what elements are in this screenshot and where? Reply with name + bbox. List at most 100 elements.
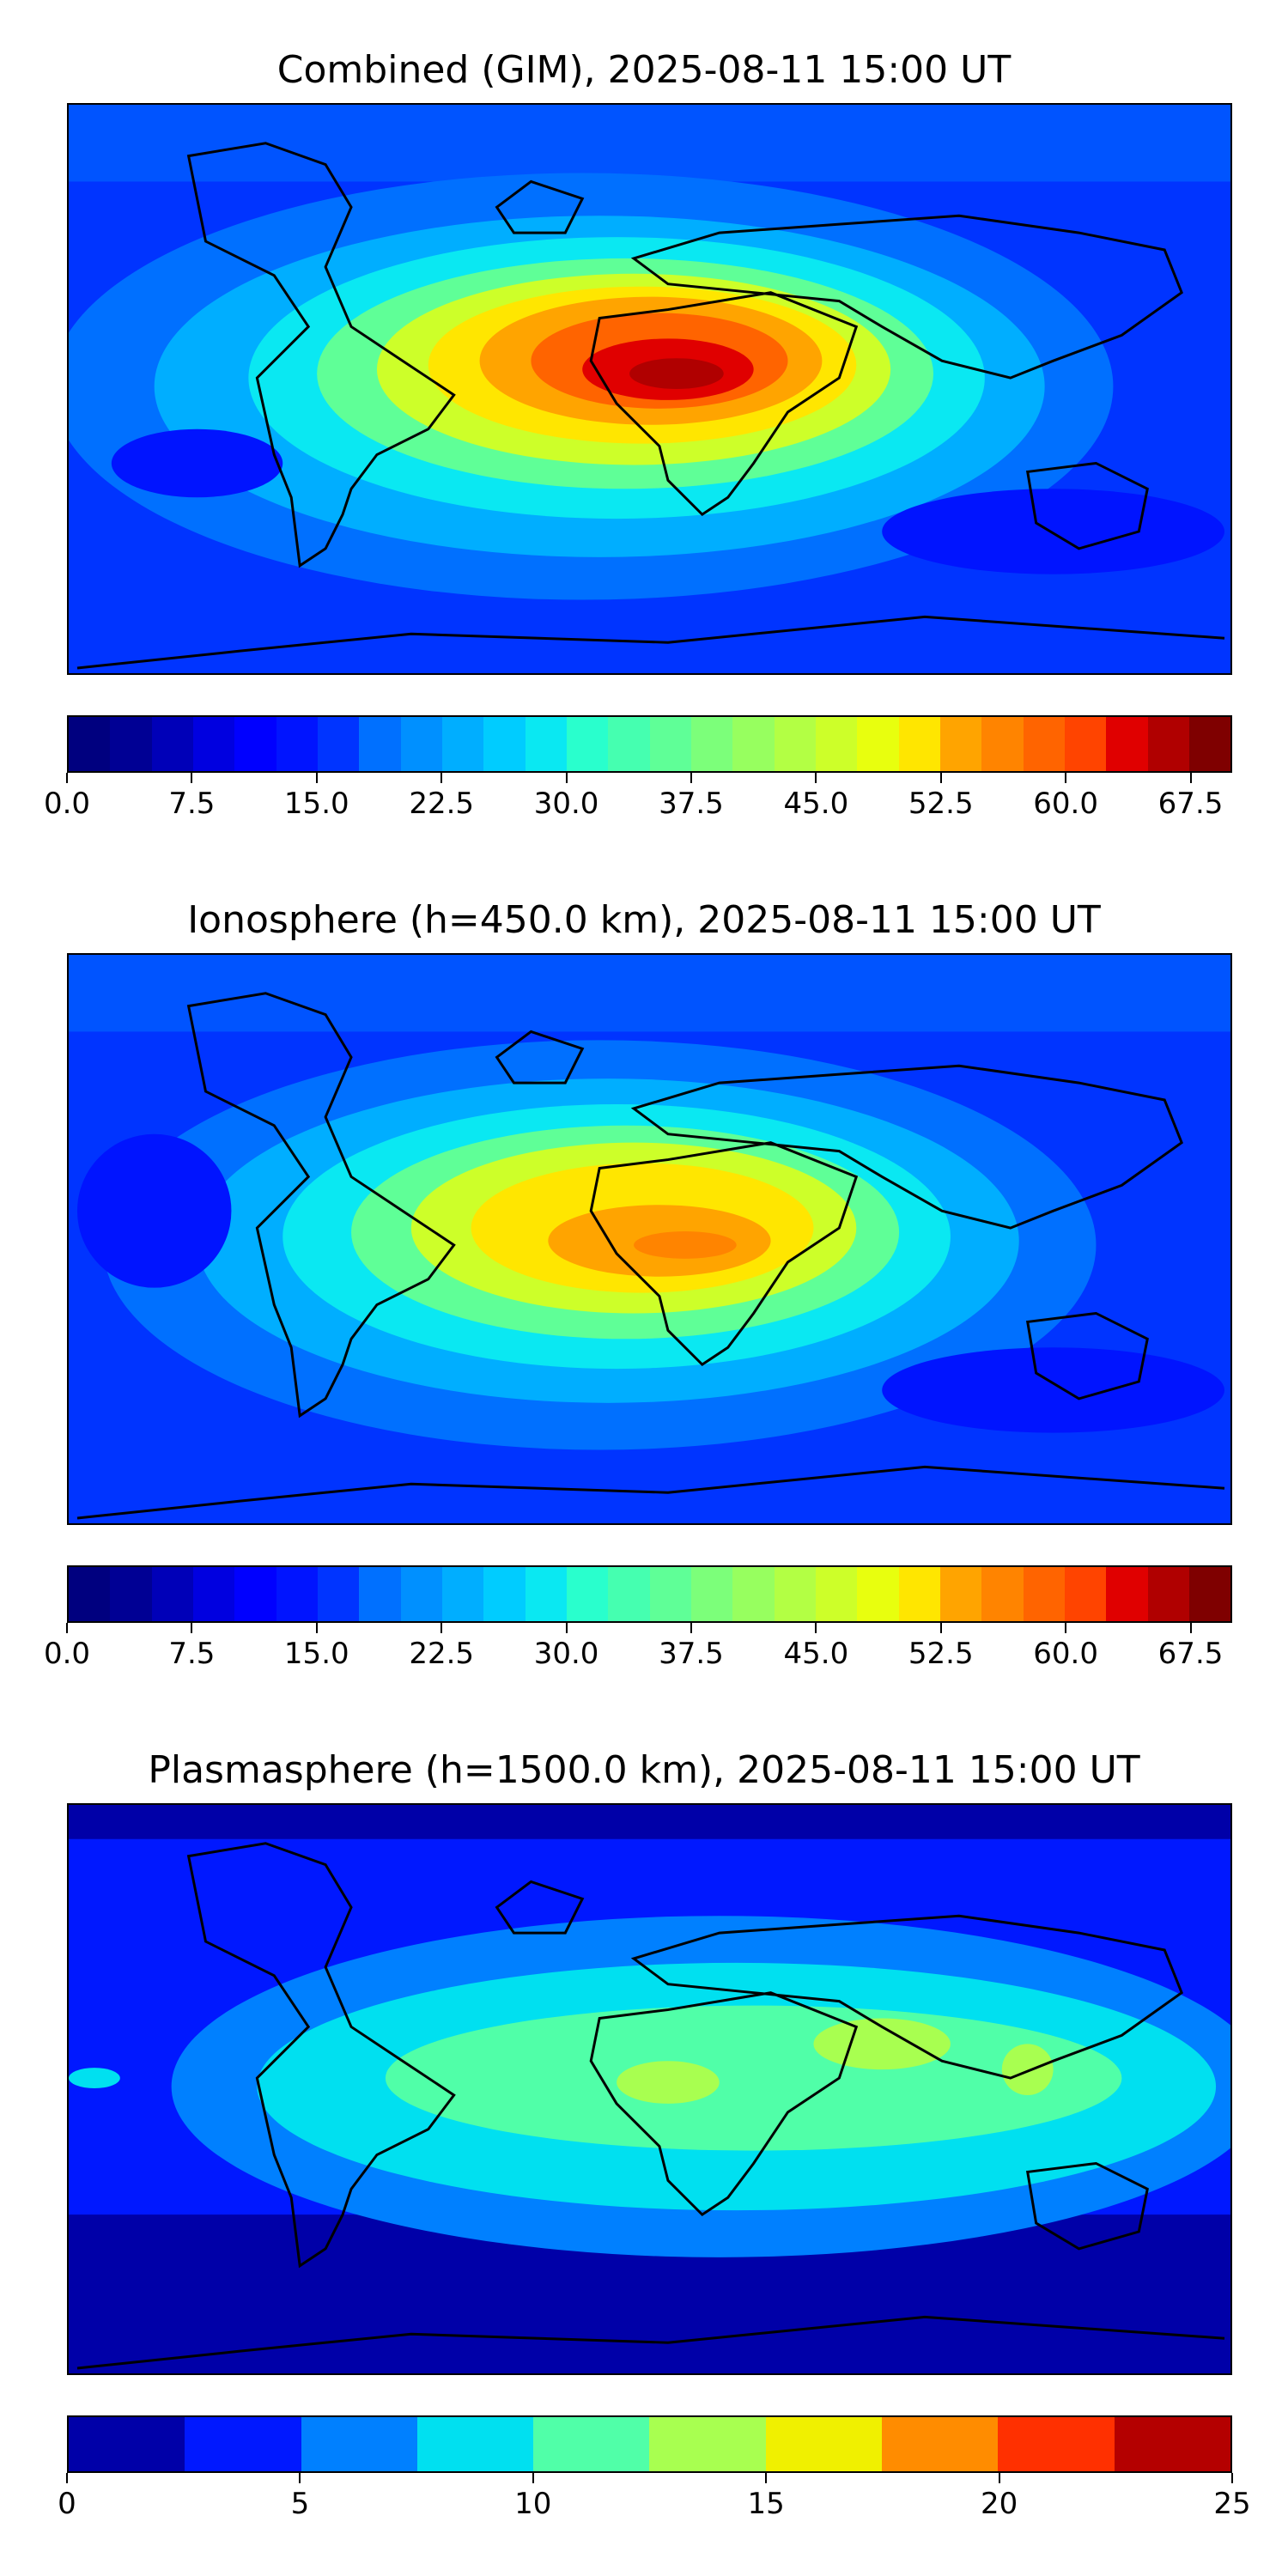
colorbar-tick (998, 2473, 1000, 2483)
colorbar-segment (1023, 1567, 1065, 1621)
colorbar-tick-label: 20 (980, 2487, 1018, 2521)
colorbar-segment (765, 2417, 883, 2471)
colorbar-tick-label: 15 (747, 2487, 785, 2521)
colorbar-segment (1188, 717, 1231, 771)
colorbar-segment (649, 717, 691, 771)
colorbar-segment (998, 2417, 1115, 2471)
colorbar-tick-label: 30.0 (533, 787, 599, 821)
colorbar-tick-label: 30.0 (533, 1637, 599, 1671)
colorbar-segment (981, 1567, 1024, 1621)
colorbar-tick-label: 7.5 (168, 787, 216, 821)
colorbar-tick (939, 773, 942, 783)
colorbar-segment (649, 1567, 691, 1621)
colorbar-tick-label: 22.5 (409, 787, 475, 821)
colorbar-tick-label: 0.0 (43, 787, 91, 821)
colorbar-segment (533, 2417, 650, 2471)
colorbar-segment (1023, 717, 1065, 771)
colorbar-tick (565, 773, 568, 783)
colorbar-segment (1114, 2417, 1230, 2471)
colorbar-tick-label: 60.0 (1033, 1637, 1098, 1671)
colorbar-tick (191, 773, 193, 783)
colorbar-segment (939, 717, 982, 771)
colorbar-segment (774, 717, 816, 771)
colorbar-segment (566, 717, 609, 771)
colorbar-tick (1065, 773, 1067, 783)
colorbar-segment (898, 717, 940, 771)
colorbar-segment (69, 2417, 185, 2471)
colorbar-tick (1189, 773, 1192, 783)
colorbar-tick (315, 773, 318, 783)
colorbar-segment (234, 1567, 276, 1621)
colorbar-tick (565, 1623, 568, 1633)
colorbar-segment (151, 717, 193, 771)
colorbar-segment (483, 717, 526, 771)
colorbar-tick-label: 45.0 (783, 1637, 849, 1671)
colorbar-tick (440, 773, 443, 783)
panel-1-colorbar-ticks: 0.0 7.5 15.0 22.5 30.0 37.5 45.0 52.5 60.0 67.5 (44, 773, 1232, 824)
colorbar-segment (898, 1567, 940, 1621)
colorbar-segment (882, 2417, 999, 2471)
colorbar-segment (69, 717, 111, 771)
colorbar-segment (774, 1567, 816, 1621)
colorbar-segment (815, 1567, 858, 1621)
colorbar-segment (441, 1567, 484, 1621)
colorbar-tick-label: 37.5 (659, 787, 724, 821)
colorbar-segment (857, 1567, 899, 1621)
colorbar-segment (276, 717, 318, 771)
colorbar-tick (815, 1623, 817, 1633)
colorbar-tick (440, 1623, 443, 1633)
colorbar-tick (1065, 1623, 1067, 1633)
colorbar-tick (1231, 2473, 1233, 2483)
colorbar-tick (690, 773, 692, 783)
colorbar-segment (317, 717, 360, 771)
colorbar-tick-label: 52.5 (908, 787, 974, 821)
panel-2-map (67, 953, 1232, 1525)
colorbar-tick (66, 1623, 68, 1633)
colorbar-tick-label: 60.0 (1033, 787, 1098, 821)
colorbar-tick-label: 45.0 (783, 787, 849, 821)
colorbar-segment (732, 717, 775, 771)
colorbar-segment (1147, 1567, 1189, 1621)
colorbar-tick-label: 0 (58, 2487, 76, 2521)
colorbar-segment (732, 1567, 775, 1621)
panel-1-title: Combined (GIM), 2025-08-11 15:00 UT (276, 48, 1012, 92)
colorbar-tick (299, 2473, 301, 2483)
colorbar-segment (69, 1567, 111, 1621)
tec-contour-map (69, 955, 1230, 1523)
colorbar-tick-label: 67.5 (1157, 1637, 1224, 1671)
colorbar-segment (441, 717, 484, 771)
panel-1-map (67, 103, 1232, 675)
colorbar-tick-label: 25 (1213, 2487, 1251, 2521)
colorbar-tick-label: 37.5 (659, 1637, 724, 1671)
colorbar-segment (359, 1567, 401, 1621)
colorbar-tick (815, 773, 817, 783)
colorbar-segment (276, 1567, 318, 1621)
colorbar-segment (185, 2417, 301, 2471)
colorbar-segment (110, 717, 152, 771)
colorbar-segment (416, 2417, 534, 2471)
colorbar-tick-label: 67.5 (1157, 787, 1224, 821)
colorbar-segment (110, 1567, 152, 1621)
colorbar-segment (192, 717, 235, 771)
panel-3-colorbar-ticks: 0 5 10 15 20 25 (58, 2473, 1251, 2524)
colorbar-tick-label: 7.5 (168, 1637, 216, 1671)
colorbar-tick (1189, 1623, 1192, 1633)
colorbar-segment (690, 717, 733, 771)
colorbar-segment (400, 1567, 442, 1621)
colorbar-tick (191, 1623, 193, 1633)
colorbar-segment (359, 717, 401, 771)
colorbar-tick-label: 0.0 (43, 1637, 91, 1671)
colorbar-tick-label: 10 (514, 2487, 552, 2521)
colorbar-segment (690, 1567, 733, 1621)
colorbar-segment (649, 2417, 766, 2471)
colorbar-tick (765, 2473, 768, 2483)
colorbar-tick-label: 5 (290, 2487, 310, 2521)
panel-2-title: Ionosphere (h=450.0 km), 2025-08-11 15:0… (187, 898, 1101, 942)
tec-contour-map (69, 105, 1230, 673)
colorbar-segment (939, 1567, 982, 1621)
colorbar-segment (1188, 1567, 1231, 1621)
colorbar-segment (525, 717, 567, 771)
colorbar-segment (1106, 1567, 1148, 1621)
colorbar-segment (1106, 717, 1148, 771)
colorbar-tick (66, 773, 68, 783)
